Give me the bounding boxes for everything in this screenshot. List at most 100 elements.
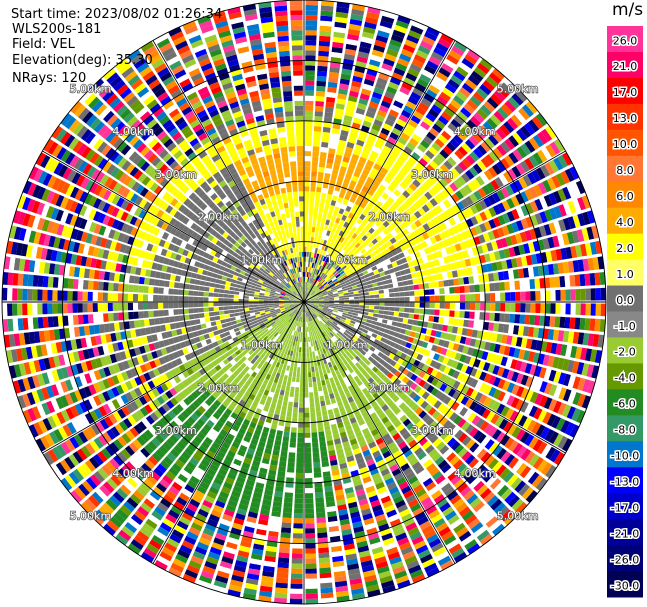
- ppi-gate: [305, 5, 318, 11]
- ppi-gate: [378, 25, 392, 34]
- ppi-gate: [518, 107, 530, 121]
- ppi-gate: [435, 224, 443, 233]
- ppi-gate: [347, 136, 356, 144]
- ppi-gate: [564, 422, 575, 436]
- ppi-gate: [304, 236, 308, 242]
- ppi-gate: [307, 336, 311, 342]
- ppi-gate: [304, 307, 305, 313]
- ppi-gate: [366, 436, 375, 445]
- ppi-gate: [391, 104, 402, 114]
- ppi-gate: [305, 45, 317, 51]
- ppi-gate: [289, 366, 294, 372]
- ppi-gate: [374, 302, 380, 306]
- ppi-gate: [500, 237, 508, 248]
- ppi-gate: [545, 303, 551, 314]
- ppi-gate: [567, 200, 577, 214]
- ppi-gate: [309, 301, 315, 302]
- ppi-gate: [414, 228, 422, 236]
- ppi-gate: [374, 242, 382, 249]
- ppi-gate: [305, 105, 314, 111]
- ppi-gate: [579, 274, 586, 287]
- ppi-gate: [409, 365, 417, 373]
- ppi-gate: [440, 560, 454, 571]
- ppi-gate: [265, 550, 277, 558]
- ppi-gate: [378, 72, 390, 81]
- ppi-gate: [358, 359, 365, 366]
- ppi-gate: [307, 287, 310, 293]
- ppi-gate: [286, 472, 295, 478]
- ppi-gate: [438, 67, 451, 78]
- ppi-gate: [326, 383, 332, 390]
- ppi-gate: [361, 340, 368, 347]
- ppi-gate: [483, 209, 493, 220]
- ppi-gate: [457, 447, 468, 458]
- ppi-gate: [328, 307, 334, 310]
- ppi-gate: [345, 424, 352, 431]
- ppi-gate: [453, 278, 460, 286]
- ppi-gate: [479, 468, 491, 479]
- ppi-gate: [491, 262, 498, 272]
- ppi-gate: [270, 515, 281, 523]
- ppi-gate: [375, 437, 384, 446]
- ppi-gate: [425, 430, 435, 440]
- ppi-gate: [470, 216, 479, 226]
- ppi-gate: [566, 359, 575, 373]
- ppi-gate: [567, 375, 576, 388]
- ppi-gate: [333, 341, 339, 347]
- ppi-gate: [492, 164, 502, 175]
- ppi-gate: [490, 114, 502, 126]
- ppi-gate: [386, 372, 394, 379]
- ppi-gate: [497, 107, 509, 120]
- ppi-gate: [339, 219, 345, 226]
- ppi-gate: [352, 393, 359, 401]
- ppi-gate: [315, 311, 320, 316]
- ppi-gate: [344, 48, 357, 56]
- ppi-gate: [329, 393, 335, 400]
- ppi-gate: [304, 357, 307, 363]
- ppi-gate: [459, 311, 465, 318]
- ppi-gate: [335, 103, 345, 110]
- ppi-gate: [329, 179, 336, 186]
- ppi-gate: [314, 280, 318, 286]
- ppi-gate: [490, 498, 503, 511]
- ppi-gate: [442, 324, 448, 332]
- ppi-gate: [435, 181, 445, 191]
- ppi-gate: [354, 452, 363, 460]
- ppi-gate: [305, 35, 317, 41]
- ppi-gate: [393, 254, 401, 261]
- ppi-gate: [454, 243, 462, 252]
- ppi-gate: [313, 296, 319, 299]
- ppi-gate: [233, 564, 247, 573]
- ppi-gate: [544, 382, 553, 395]
- ppi-gate: [428, 56, 442, 66]
- ppi-gate: [579, 317, 586, 330]
- ppi-gate: [333, 31, 346, 39]
- ppi-gate: [283, 395, 289, 402]
- ppi-gate: [281, 527, 291, 534]
- ppi-gate: [359, 296, 365, 299]
- ppi-gate: [423, 283, 430, 289]
- ppi-gate: [259, 590, 272, 598]
- ppi-gate: [397, 58, 410, 67]
- ppi-gate: [308, 257, 311, 263]
- ppi-gate: [335, 325, 341, 331]
- ppi-gate: [385, 437, 394, 446]
- ppi-gate: [407, 279, 414, 285]
- ppi-gate: [463, 489, 475, 501]
- ppi-gate: [320, 582, 333, 589]
- ppi-gate: [282, 436, 290, 443]
- ppi-gate: [420, 400, 429, 410]
- ppi-gate: [364, 142, 373, 150]
- ppi-gate: [293, 407, 298, 413]
- ppi-gate: [370, 412, 378, 420]
- ppi-gate: [331, 128, 340, 135]
- ppi-gate: [310, 242, 314, 248]
- ppi-gate: [415, 49, 429, 60]
- ppi-gate: [403, 286, 410, 291]
- ppi-gate: [366, 137, 375, 146]
- ppi-gate: [353, 70, 364, 78]
- ppi-gate: [437, 324, 444, 331]
- ppi-gate: [531, 116, 544, 130]
- ppi-gate: [308, 382, 313, 388]
- ppi-gate: [343, 376, 349, 383]
